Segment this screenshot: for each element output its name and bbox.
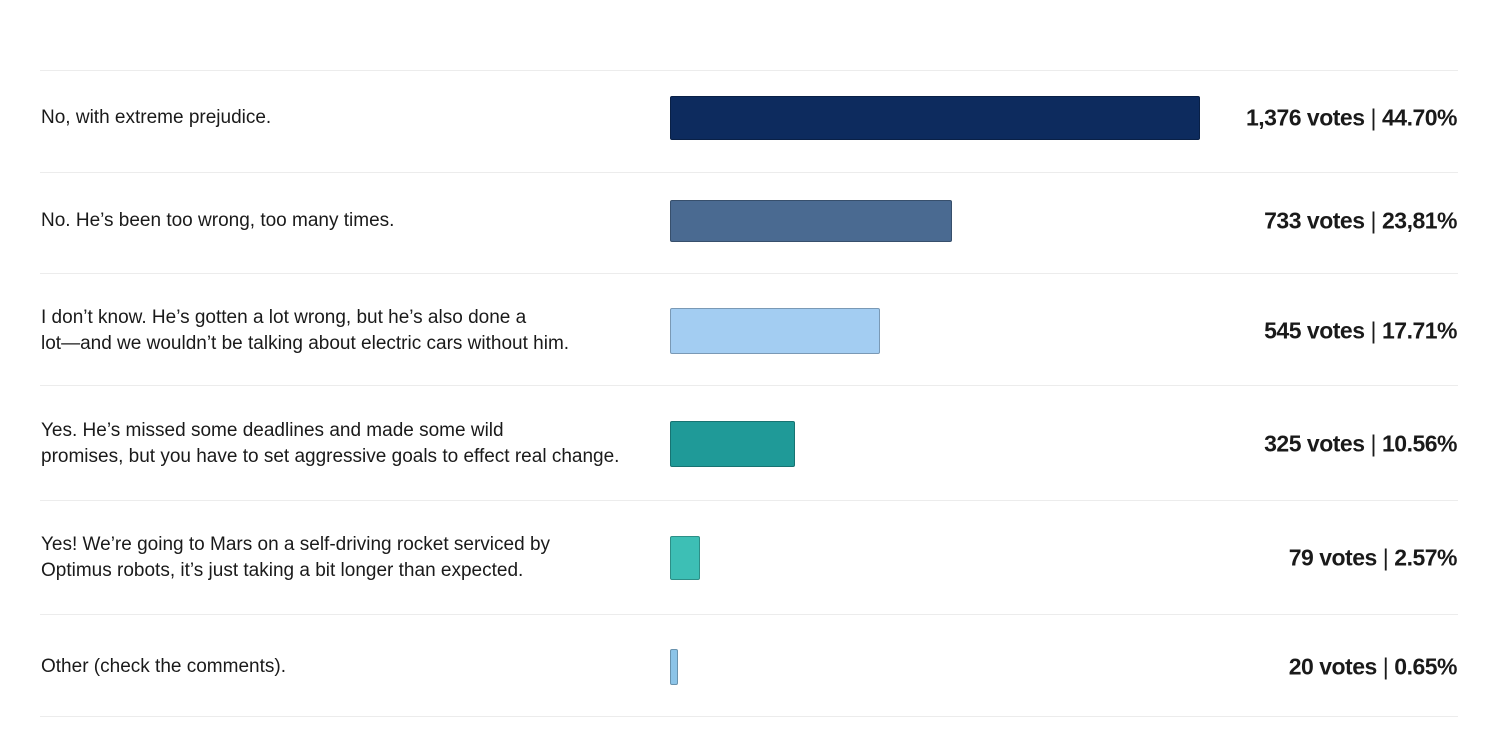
result: 1,376 votes | 44.70% [1245, 104, 1458, 132]
divider [40, 716, 1458, 717]
option-label: Yes! We’re going to Mars on a self-drivi… [41, 532, 651, 584]
option-line: promises, but you have to set aggressive… [41, 446, 620, 467]
separator: | [1370, 430, 1377, 457]
divider [40, 385, 1458, 386]
result: 545 votes | 17.71% [1264, 318, 1457, 345]
option-label: No. He’s been too wrong, too many times. [41, 208, 651, 234]
option-line: Yes! We’re going to Mars on a self-drivi… [41, 534, 551, 555]
separator: | [1382, 544, 1389, 571]
divider [40, 614, 1458, 615]
divider [40, 500, 1458, 501]
option-line: No. He’s been too wrong, too many times. [41, 210, 395, 231]
bar [670, 96, 1200, 140]
divider [40, 273, 1458, 274]
vote-count: 733 votes [1264, 207, 1365, 234]
vote-count: 1,376 votes [1245, 104, 1365, 131]
separator: | [1370, 207, 1377, 234]
option-line: Yes. He’s missed some deadlines and made… [41, 420, 504, 441]
divider [40, 70, 1458, 71]
percent: 17.71% [1381, 317, 1458, 344]
bar [670, 421, 796, 467]
result: 79 votes | 2.57% [1288, 544, 1458, 572]
percent: 23,81% [1381, 207, 1458, 234]
bar [670, 308, 880, 354]
option-label: No, with extreme prejudice. [41, 105, 651, 131]
vote-count: 325 votes [1264, 430, 1365, 457]
option-line: Optimus robots, it’s just taking a bit l… [41, 560, 524, 581]
result: 20 votes | 0.65% [1288, 653, 1458, 681]
option-line: No, with extreme prejudice. [41, 107, 272, 128]
percent: 2.57% [1394, 544, 1457, 571]
vote-count: 79 votes [1288, 544, 1378, 571]
option-line: I don’t know. He’s gotten a lot wrong, b… [41, 307, 527, 328]
result: 325 votes | 10.56% [1264, 431, 1457, 458]
bar [670, 649, 678, 685]
option-label: Yes. He’s missed some deadlines and made… [41, 418, 651, 470]
vote-count: 20 votes [1288, 653, 1378, 680]
bar [670, 536, 701, 580]
percent: 10.56% [1381, 430, 1458, 457]
percent: 0.65% [1394, 653, 1457, 680]
option-label: Other (check the comments). [41, 654, 651, 680]
vote-count: 545 votes [1264, 317, 1365, 344]
option-label: I don’t know. He’s gotten a lot wrong, b… [41, 305, 651, 357]
separator: | [1382, 653, 1389, 680]
divider [40, 172, 1458, 173]
bar [670, 200, 953, 242]
separator: | [1370, 104, 1377, 131]
option-line: lot—and we wouldn’t be talking about ele… [41, 333, 570, 354]
result: 733 votes | 23,81% [1264, 208, 1457, 235]
option-line: Other (check the comments). [41, 656, 286, 677]
percent: 44.70% [1381, 104, 1458, 131]
separator: | [1370, 317, 1377, 344]
